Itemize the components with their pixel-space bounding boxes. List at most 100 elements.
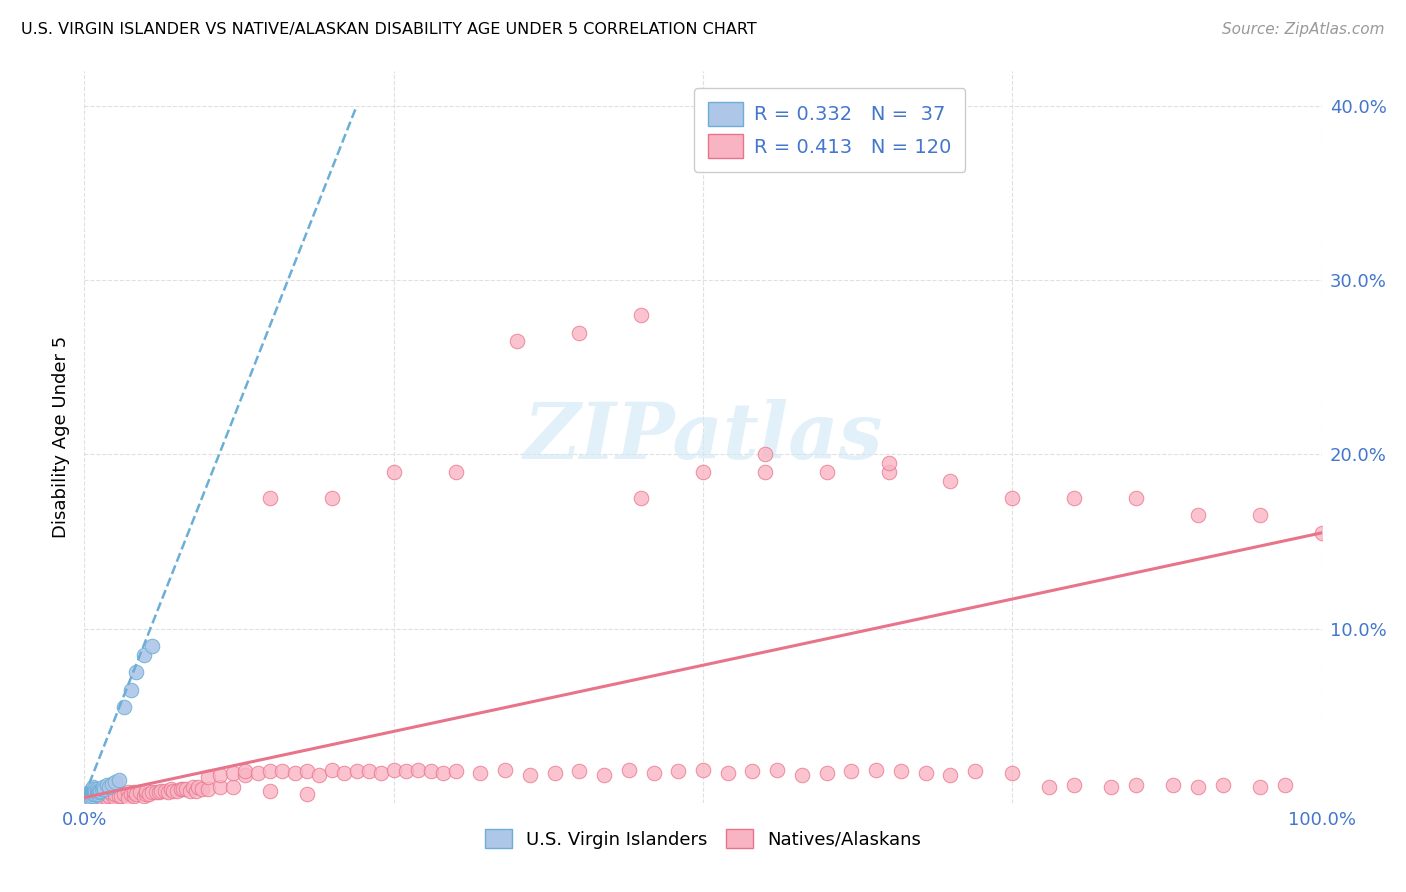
- Point: [91, 789, 114, 803]
- Point: [86, 781, 108, 796]
- Point: [246, 766, 269, 780]
- Point: [1001, 491, 1024, 505]
- Legend: U.S. Virgin Islanders, Natives/Alaskans: U.S. Virgin Islanders, Natives/Alaskans: [478, 822, 928, 856]
- Point: [1063, 778, 1085, 792]
- Point: [98, 780, 121, 794]
- Point: [79, 785, 101, 799]
- Point: [100, 777, 122, 791]
- Point: [506, 334, 529, 349]
- Text: U.S. VIRGIN ISLANDER VS NATIVE/ALASKAN DISABILITY AGE UNDER 5 CORRELATION CHART: U.S. VIRGIN ISLANDER VS NATIVE/ALASKAN D…: [21, 22, 756, 37]
- Point: [135, 787, 157, 801]
- Point: [593, 768, 616, 782]
- Point: [877, 465, 900, 479]
- Point: [666, 764, 689, 779]
- Point: [1125, 491, 1147, 505]
- Point: [754, 448, 776, 462]
- Point: [83, 792, 105, 806]
- Point: [494, 763, 516, 777]
- Point: [1099, 780, 1122, 794]
- Point: [174, 781, 197, 796]
- Point: [80, 785, 103, 799]
- Point: [271, 764, 294, 779]
- Point: [1063, 491, 1085, 505]
- Point: [181, 780, 204, 794]
- Point: [84, 783, 107, 797]
- Point: [104, 787, 127, 801]
- Point: [1161, 778, 1184, 792]
- Point: [295, 787, 318, 801]
- Point: [630, 308, 652, 322]
- Point: [86, 790, 108, 805]
- Point: [187, 780, 209, 794]
- Point: [91, 790, 114, 805]
- Point: [754, 465, 776, 479]
- Point: [80, 781, 103, 796]
- Point: [1125, 778, 1147, 792]
- Point: [717, 766, 740, 780]
- Point: [1001, 766, 1024, 780]
- Point: [90, 781, 112, 796]
- Y-axis label: Disability Age Under 5: Disability Age Under 5: [52, 336, 70, 538]
- Point: [93, 781, 115, 796]
- Point: [104, 775, 127, 789]
- Point: [157, 785, 180, 799]
- Point: [122, 785, 145, 799]
- Point: [83, 785, 105, 799]
- Point: [76, 789, 98, 803]
- Point: [89, 792, 111, 806]
- Point: [87, 787, 110, 801]
- Point: [86, 785, 108, 799]
- Point: [346, 764, 368, 779]
- Point: [197, 781, 219, 796]
- Point: [295, 764, 318, 779]
- Point: [939, 768, 962, 782]
- Point: [1310, 525, 1333, 540]
- Point: [153, 783, 176, 797]
- Point: [141, 639, 163, 653]
- Point: [395, 764, 418, 779]
- Point: [96, 778, 118, 792]
- Point: [865, 763, 887, 777]
- Point: [444, 764, 467, 779]
- Text: ZIPatlas: ZIPatlas: [523, 399, 883, 475]
- Point: [519, 768, 541, 782]
- Point: [259, 783, 281, 797]
- Text: Source: ZipAtlas.com: Source: ZipAtlas.com: [1222, 22, 1385, 37]
- Point: [1187, 780, 1209, 794]
- Point: [890, 764, 912, 779]
- Point: [150, 783, 173, 797]
- Point: [766, 763, 789, 777]
- Point: [82, 780, 104, 794]
- Point: [308, 768, 330, 782]
- Point: [965, 764, 987, 779]
- Point: [96, 790, 118, 805]
- Point: [100, 787, 122, 801]
- Point: [568, 764, 591, 779]
- Point: [419, 764, 441, 779]
- Point: [112, 700, 135, 714]
- Point: [160, 781, 183, 796]
- Point: [135, 783, 157, 797]
- Point: [79, 789, 101, 803]
- Point: [692, 465, 714, 479]
- Point: [1212, 778, 1234, 792]
- Point: [259, 764, 281, 779]
- Point: [841, 764, 863, 779]
- Point: [89, 785, 111, 799]
- Point: [82, 787, 104, 801]
- Point: [408, 763, 430, 777]
- Point: [1187, 508, 1209, 523]
- Point: [98, 789, 121, 803]
- Point: [125, 787, 148, 801]
- Point: [162, 783, 184, 797]
- Point: [79, 783, 101, 797]
- Point: [617, 763, 640, 777]
- Point: [815, 766, 838, 780]
- Point: [138, 787, 160, 801]
- Point: [132, 648, 155, 662]
- Point: [1274, 778, 1296, 792]
- Point: [877, 456, 900, 470]
- Point: [815, 465, 838, 479]
- Point: [939, 474, 962, 488]
- Point: [197, 770, 219, 784]
